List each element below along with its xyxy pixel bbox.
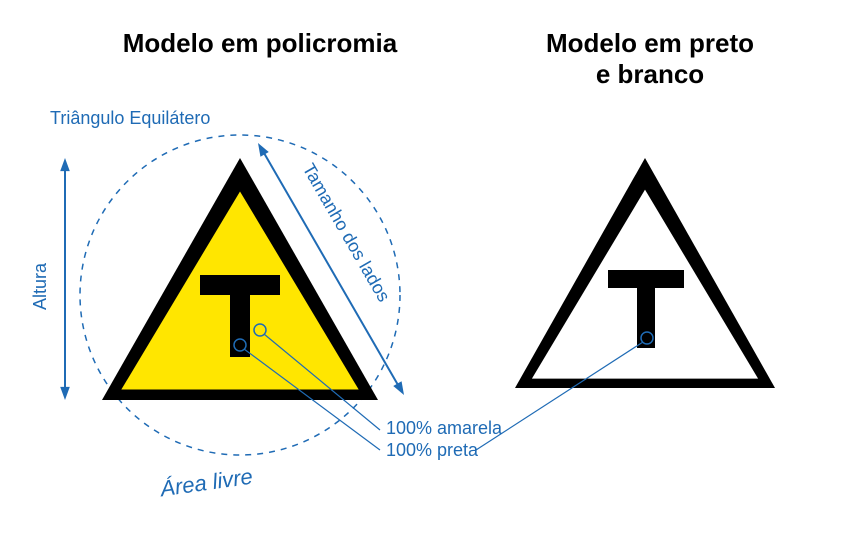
label-equilateral: Triângulo Equilátero bbox=[50, 108, 210, 129]
diagram-svg bbox=[0, 0, 850, 546]
letter-t-vbar-left bbox=[230, 275, 250, 357]
label-black: 100% preta bbox=[386, 440, 478, 461]
label-height: Altura bbox=[30, 263, 51, 310]
label-yellow: 100% amarela bbox=[386, 418, 502, 439]
